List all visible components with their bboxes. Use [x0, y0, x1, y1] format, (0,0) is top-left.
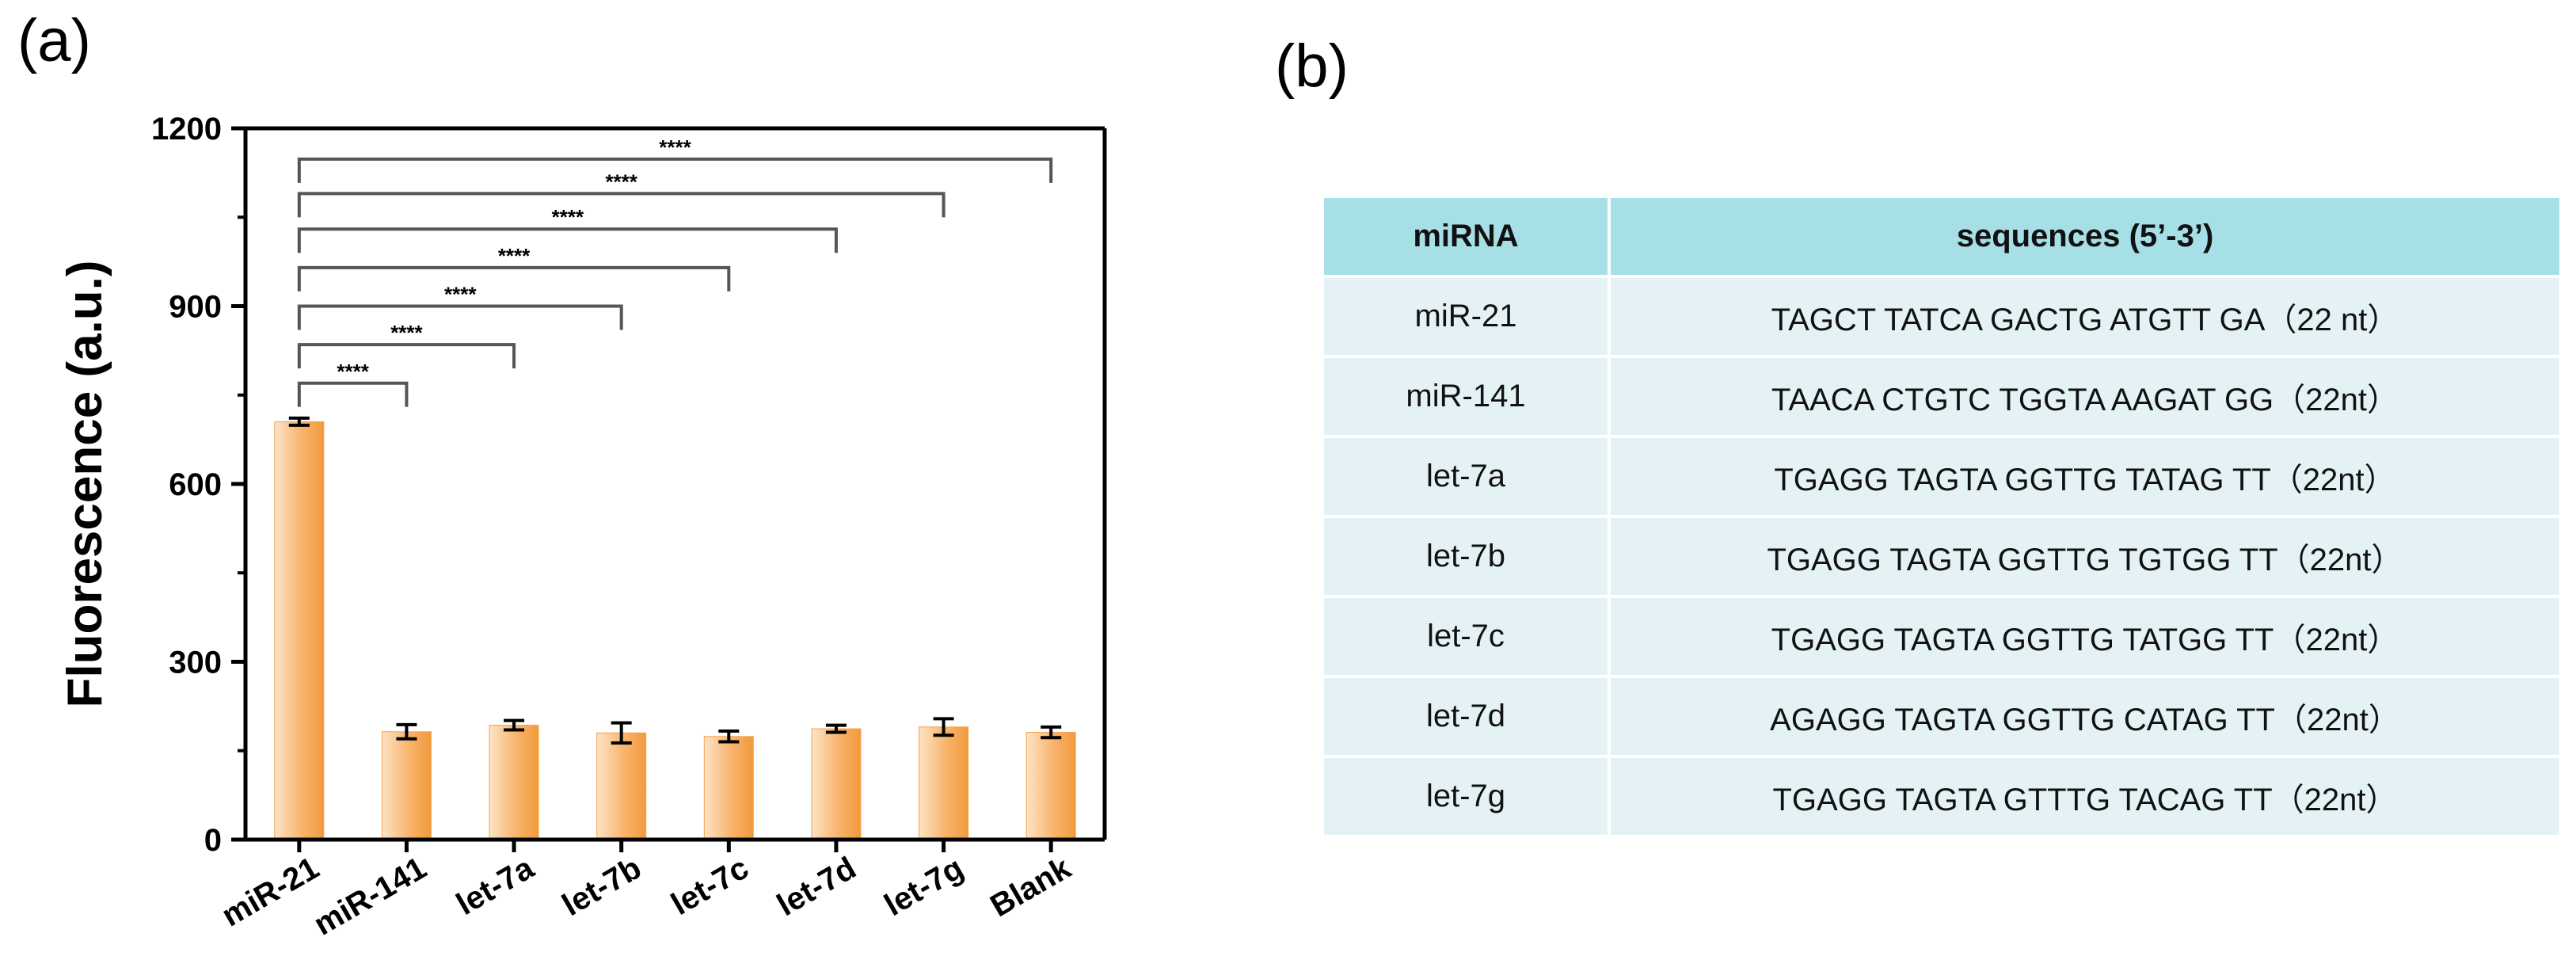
header-sequences: sequences (5’-3’) [1609, 198, 2559, 278]
bar [274, 421, 325, 840]
significance-bracket [297, 343, 516, 369]
significance-label: **** [552, 205, 584, 229]
significance-bracket [297, 304, 623, 330]
significance-label: **** [444, 283, 477, 307]
mirna-sequence: TAGCT TATCA GACTG ATGTT GA（22 nt） [1609, 276, 2559, 358]
y-tick-label: 0 [204, 823, 222, 858]
x-tick-label: let-7g [879, 851, 969, 923]
x-tick-label: let-7d [771, 851, 862, 923]
significance-label: **** [605, 170, 637, 193]
panel-label-b: (b) [1275, 32, 1349, 100]
significance-label: **** [659, 135, 691, 159]
mirna-name: let-7d [1324, 676, 1611, 758]
x-tick-label: let-7c [665, 851, 754, 922]
x-tick-label: let-7b [557, 851, 647, 923]
mirna-sequence: TGAGG TAGTA GGTTG TATAG TT（22nt） [1609, 436, 2559, 518]
table-row: let-7a TGAGG TAGTA GGTTG TATAG TT（22nt） [1324, 436, 2559, 518]
x-tick-label: miR-141 [308, 851, 432, 943]
mirna-sequence: TAACA CTGTC TGGTA AAGAT GG（22nt） [1609, 356, 2559, 438]
table-row: let-7b TGAGG TAGTA GGTTG TGTGG TT（22nt） [1324, 516, 2559, 598]
y-tick-label: 600 [169, 467, 222, 502]
x-tick-label: miR-21 [216, 851, 325, 934]
significance-bracket [297, 265, 731, 291]
header-mirna: miRNA [1324, 198, 1611, 278]
bar [919, 726, 969, 840]
significance-label: **** [390, 321, 423, 345]
bar [811, 728, 862, 840]
x-tick-label: let-7a [451, 850, 540, 922]
significance-bracket [297, 157, 1053, 183]
bar [1025, 732, 1076, 840]
significance-label: **** [498, 244, 531, 268]
x-tick-label: Blank [984, 850, 1077, 924]
table-header-row: miRNA sequences (5’-3’) [1324, 198, 2559, 278]
table-row: let-7d AGAGG TAGTA GGTTG CATAG TT（22nt） [1324, 676, 2559, 758]
significance-bracket [297, 192, 946, 218]
table-row: miR-141 TAACA CTGTC TGGTA AAGAT GG（22nt） [1324, 356, 2559, 438]
mirna-sequence-table: miRNA sequences (5’-3’) miR-21 TAGCT TAT… [1324, 198, 2559, 838]
significance-label: **** [337, 360, 369, 383]
y-tick-label: 300 [169, 646, 222, 680]
mirna-sequence: TGAGG TAGTA GGTTG TATGG TT（22nt） [1609, 596, 2559, 678]
table-row: let-7c TGAGG TAGTA GGTTG TATGG TT（22nt） [1324, 596, 2559, 678]
mirna-sequence: TGAGG TAGTA GTTTG TACAG TT（22nt） [1609, 756, 2559, 838]
bar [489, 725, 539, 840]
bar [381, 731, 432, 840]
table-row: miR-21 TAGCT TATCA GACTG ATGTT GA（22 nt） [1324, 276, 2559, 358]
mirna-name: let-7a [1324, 436, 1611, 518]
mirna-name: let-7g [1324, 756, 1611, 838]
mirna-sequence: AGAGG TAGTA GGTTG CATAG TT（22nt） [1609, 676, 2559, 758]
fluorescence-bar-chart: 0 300 600 900 1200 Fluorescence (a.u.) miR-21m… [58, 112, 1107, 943]
mirna-name: miR-141 [1324, 356, 1611, 438]
mirna-name: miR-21 [1324, 276, 1611, 358]
mirna-name: let-7b [1324, 516, 1611, 598]
y-tick-label: 900 [169, 290, 222, 325]
panel-label-a: (a) [17, 7, 91, 74]
mirna-name: let-7c [1324, 596, 1611, 678]
mirna-sequence: TGAGG TAGTA GGTTG TGTGG TT（22nt） [1609, 516, 2559, 598]
significance-bracket [297, 227, 838, 253]
table-row: let-7g TGAGG TAGTA GTTTG TACAG TT（22nt） [1324, 756, 2559, 838]
bar [703, 736, 754, 840]
significance-bracket [297, 381, 409, 407]
y-axis-label: Fluorescence (a.u.) [58, 260, 112, 707]
y-tick-label: 1200 [151, 112, 222, 147]
bar [596, 732, 647, 840]
